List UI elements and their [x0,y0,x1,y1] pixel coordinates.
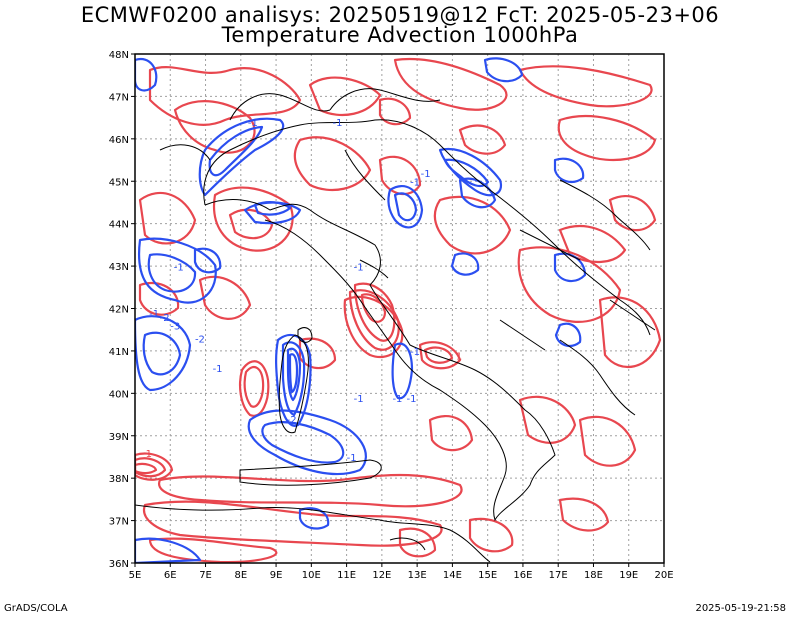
positive-advection-contours [135,58,662,563]
contour-label: -1 [149,309,159,320]
contour-label: 1 [146,449,152,460]
x-tick-label: 19E [619,570,638,581]
x-tick-label: 8E [234,570,247,581]
y-tick-label: 38N [109,474,129,485]
x-tick-label: 6E [164,570,177,581]
x-tick-label: 5E [129,570,142,581]
contour-label: -1 [347,453,357,464]
footer-right: 2025-05-19-21:58 [695,603,786,614]
y-tick-label: 42N [109,305,129,316]
contour-label: -2 [287,415,297,426]
contour-label: -3 [170,322,180,333]
x-tick-label: 18E [584,570,603,581]
contour-label: 1 [456,351,462,362]
contour-label: -1 [410,347,420,358]
y-tick-label: 37N [109,517,129,528]
x-tick-label: 9E [270,570,283,581]
y-tick-label: 36N [109,559,129,570]
plot-frame [134,53,665,564]
y-tick-label: 47N [109,92,129,103]
y-tick-label: 41N [109,347,129,358]
contour-label: -1 [332,118,342,129]
y-tick-label: 39N [109,432,129,443]
title-line-1: ECMWF0200 analisys: 20250519@12 FcT: 202… [80,3,720,27]
contour-label: -1 [407,394,417,405]
contour-label: -1 [213,364,223,375]
grid-lines [135,54,664,563]
x-tick-label: 14E [443,570,462,581]
contour-label: -1 [174,262,184,273]
contour-label: -1 [392,394,402,405]
y-tick-label: 40N [109,389,129,400]
contour-label: -1 [421,169,431,180]
y-tick-label: 43N [109,262,129,273]
contour-label: -1 [410,177,420,188]
contour-label: -1 [354,262,364,273]
x-tick-label: 11E [337,570,356,581]
y-tick-label: 48N [109,50,129,61]
negative-advection-contours [135,57,587,563]
x-tick-label: 20E [654,570,673,581]
x-tick-label: 13E [408,570,427,581]
y-tick-label: 45N [109,177,129,188]
y-tick-label: 46N [109,135,129,146]
contour-label: -2 [160,313,170,324]
contour-label: -1 [248,118,258,129]
contour-label: -2 [195,334,205,345]
x-tick-label: 15E [478,570,497,581]
x-tick-label: 16E [513,570,532,581]
x-tick-label: 12E [372,570,391,581]
y-tick-label: 44N [109,220,129,231]
coastlines [135,88,656,563]
x-tick-label: 10E [302,570,321,581]
contour-label: -1 [354,394,364,405]
x-tick-label: 17E [549,570,568,581]
x-tick-label: 7E [199,570,212,581]
footer-left: GrADS/COLA [4,603,68,614]
title-line-2: Temperature Advection 1000hPa [221,23,579,47]
